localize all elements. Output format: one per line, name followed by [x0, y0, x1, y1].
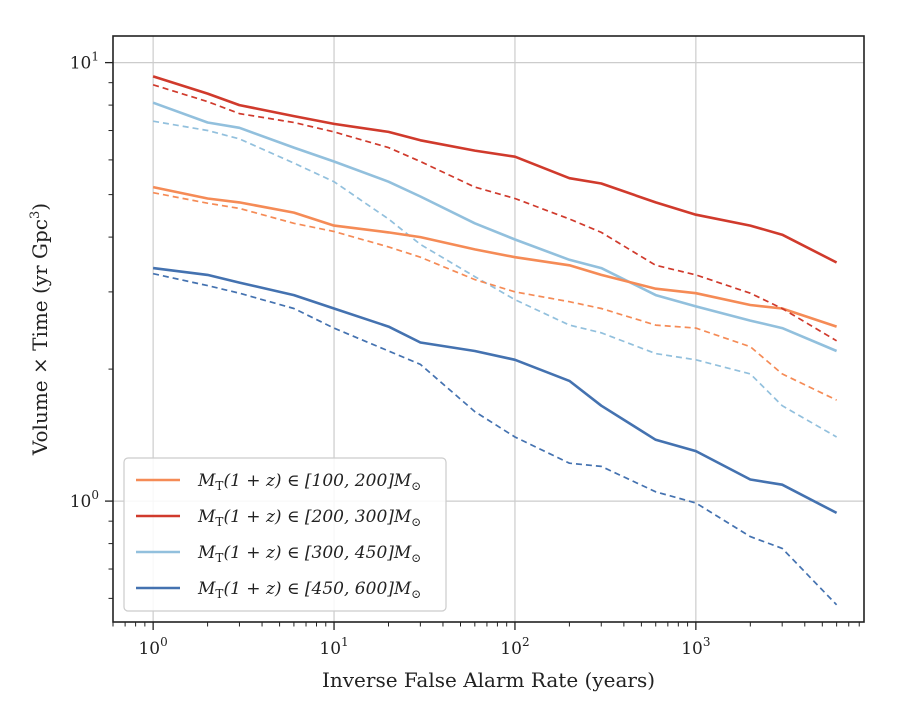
x-tick-label: 103	[681, 635, 710, 659]
series-3-dashed-line	[152, 120, 838, 438]
series-1-solid-line	[152, 185, 838, 328]
x-axis-label: Inverse False Alarm Rate (years)	[322, 668, 655, 692]
plot-frame	[112, 35, 865, 623]
y-tick-label: 101	[70, 50, 99, 74]
series-1-dashed-line	[152, 191, 837, 401]
legend-box	[123, 457, 447, 612]
x-tick-label: 102	[500, 635, 529, 659]
y-axis-label: Volume × Time (yr Gpc3)	[28, 203, 52, 456]
x-tick-label: 101	[319, 635, 348, 659]
tick-layer: 100 101 102 103 100 101	[70, 50, 860, 659]
series-2-solid-line	[152, 75, 838, 264]
legend: MT(1 + z) ∈ [100, 200]M⊙ MT(1 + z) ∈ [200…	[123, 457, 447, 612]
legend-label-1: MT(1 + z) ∈ [100, 200]M⊙	[197, 471, 421, 493]
x-tick-label: 100	[138, 635, 167, 659]
legend-label-2: MT(1 + z) ∈ [200, 300]M⊙	[197, 507, 421, 529]
series-4-solid-line	[152, 266, 838, 515]
legend-label-4: MT(1 + z) ∈ [450, 600]M⊙	[197, 579, 421, 601]
legend-label-3: MT(1 + z) ∈ [300, 450]M⊙	[197, 543, 421, 565]
series-layer	[152, 75, 838, 606]
y-tick-label: 100	[70, 488, 99, 512]
series-3-solid-line	[152, 101, 838, 353]
